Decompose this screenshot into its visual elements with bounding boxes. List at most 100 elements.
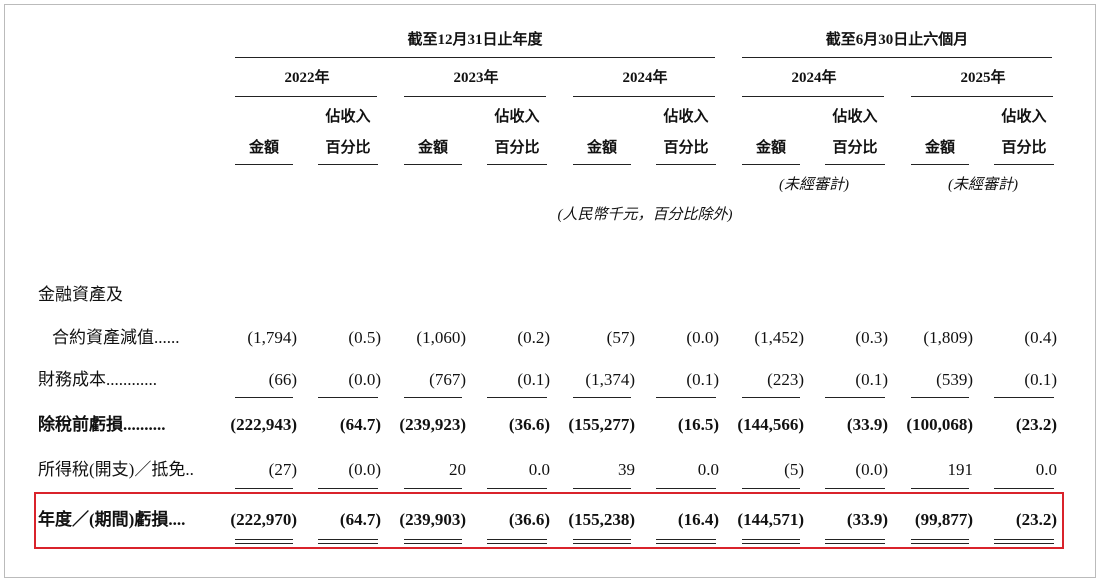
rule [235, 539, 293, 540]
cell-value: (223) [767, 370, 804, 389]
rule [742, 96, 884, 97]
cell-value: 0.0 [528, 460, 550, 479]
cell-value: (1,374) [585, 370, 635, 389]
cell-value: (64.7) [339, 510, 381, 529]
cell-value: (23.2) [1015, 510, 1057, 529]
cell-value: (0.4) [1024, 328, 1057, 347]
rule [656, 543, 716, 544]
cell-value: (222,943) [230, 415, 297, 434]
rule [487, 164, 547, 165]
cell-value: (0.1) [855, 370, 888, 389]
rule [825, 543, 885, 544]
rule [742, 164, 800, 165]
cell-value: (36.6) [508, 510, 550, 529]
row-label: 合約資產減值...... [52, 328, 180, 347]
rule [994, 543, 1054, 544]
rule [318, 488, 378, 489]
rule [318, 543, 378, 544]
cell-value: (0.5) [348, 328, 381, 347]
rule [742, 488, 800, 489]
cell-value: (1,794) [247, 328, 297, 347]
group-header: 截至12月31日止年度 [407, 32, 543, 48]
cell-value: (0.0) [686, 328, 719, 347]
group-header: 截至6月30日止六個月 [825, 32, 969, 48]
rule [742, 57, 1052, 58]
rule [742, 539, 800, 540]
cell-value: 39 [618, 460, 635, 479]
highlight-box [34, 492, 1064, 549]
cell-value: (64.7) [339, 415, 381, 434]
col-header: 百分比 [663, 140, 709, 156]
row-label: 財務成本............ [38, 370, 157, 389]
rule [825, 488, 885, 489]
rule [911, 96, 1053, 97]
cell-value: (0.0) [855, 460, 888, 479]
rule [404, 539, 462, 540]
cell-value: (23.2) [1015, 415, 1057, 434]
row-label: 除稅前虧損.......... [38, 415, 166, 434]
rule [235, 96, 377, 97]
rule [235, 164, 293, 165]
cell-value: (16.5) [677, 415, 719, 434]
rule [573, 397, 631, 398]
cell-value: (1,809) [923, 328, 973, 347]
rule [573, 96, 715, 97]
rule [825, 539, 885, 540]
cell-value: (36.6) [508, 415, 550, 434]
rule [235, 543, 293, 544]
rule [404, 96, 546, 97]
rule [404, 164, 462, 165]
cell-value: 20 [449, 460, 466, 479]
rule [656, 488, 716, 489]
rule [573, 539, 631, 540]
rule [656, 397, 716, 398]
unit-note: (人民幣千元，百分比除外) [557, 207, 733, 223]
col-header: 佔收入 [325, 109, 371, 125]
rule [656, 164, 716, 165]
rule [235, 397, 293, 398]
cell-value: (155,277) [568, 415, 635, 434]
cell-value: 0.0 [1035, 460, 1057, 479]
rule [318, 164, 378, 165]
year-header: 2025年 [960, 70, 1006, 86]
col-header: 佔收入 [832, 109, 878, 125]
cell-value: (1,060) [416, 328, 466, 347]
row-label: 所得稅(開支)／抵免.. [38, 460, 194, 479]
rule [911, 488, 969, 489]
rule [404, 397, 462, 398]
rule [994, 539, 1054, 540]
rule [487, 488, 547, 489]
rule [911, 397, 969, 398]
year-header: 2024年 [791, 70, 837, 86]
rule [825, 164, 885, 165]
col-header: 佔收入 [494, 109, 540, 125]
cell-value: (144,571) [737, 510, 804, 529]
page-border [4, 4, 1096, 578]
cell-value: (0.0) [348, 460, 381, 479]
cell-value: (239,923) [399, 415, 466, 434]
col-header: 金額 [755, 140, 787, 156]
rule [404, 543, 462, 544]
rule [994, 488, 1054, 489]
cell-value: (66) [268, 370, 297, 389]
rule [994, 397, 1054, 398]
year-header: 2024年 [622, 70, 668, 86]
rule [487, 539, 547, 540]
cell-value: (5) [784, 460, 804, 479]
unaudited-note: (未經審計) [779, 177, 849, 193]
col-header: 百分比 [832, 140, 878, 156]
rule [487, 397, 547, 398]
rule [911, 164, 969, 165]
rule [318, 539, 378, 540]
row-label: 金融資產及 [38, 285, 123, 304]
cell-value: (0.1) [686, 370, 719, 389]
col-header: 金額 [417, 140, 449, 156]
rule [573, 164, 631, 165]
cell-value: 0.0 [697, 460, 719, 479]
cell-value: (222,970) [230, 510, 297, 529]
rule [573, 543, 631, 544]
rule [994, 164, 1054, 165]
cell-value: (767) [429, 370, 466, 389]
cell-value: (0.3) [855, 328, 888, 347]
cell-value: (99,877) [914, 510, 973, 529]
